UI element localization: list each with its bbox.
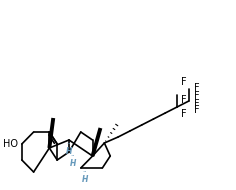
Text: H: H (70, 159, 76, 168)
Text: ··: ·· (71, 153, 75, 159)
Text: F: F (194, 99, 199, 109)
Text: F: F (194, 91, 199, 101)
Text: H: H (81, 175, 88, 184)
Text: F: F (181, 109, 187, 119)
Text: F: F (181, 77, 187, 87)
Text: HO: HO (3, 139, 18, 149)
Text: F: F (181, 95, 187, 105)
Text: ··: ·· (67, 141, 71, 147)
Text: H: H (66, 147, 72, 156)
Text: ··: ·· (82, 169, 87, 175)
Text: F: F (194, 105, 199, 115)
Text: F: F (194, 83, 199, 93)
